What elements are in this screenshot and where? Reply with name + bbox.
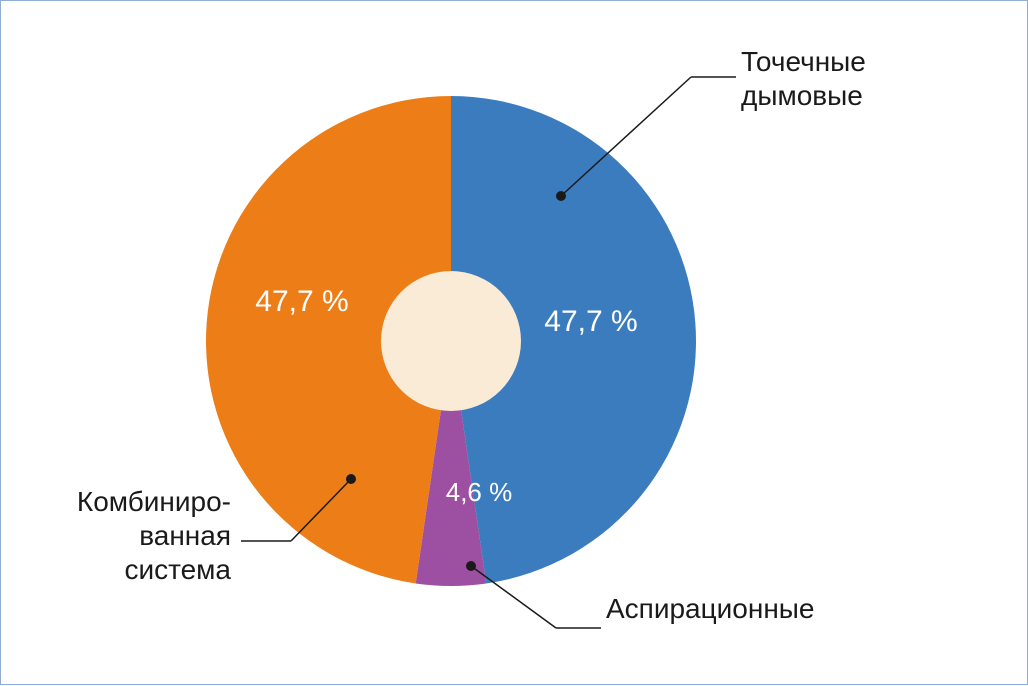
pct-point_smoke: 47,7 % [544,305,637,338]
label-aspiration: Аспирационные [606,593,815,624]
pct-combined: 47,7 % [255,285,348,318]
donut-chart: 47,7 % 4,6 % 47,7 % Точечныедымовые Аспираци… [1,1,1028,686]
label-point_smoke: Точечныедымовые [741,46,866,111]
label-combined: Комбиниро-ваннаясистема [77,486,232,585]
chart-frame: 47,7 % 4,6 % 47,7 % Точечныедымовые Аспираци… [0,0,1028,685]
pct-aspiration: 4,6 % [446,477,513,507]
donut-hole [381,271,521,411]
